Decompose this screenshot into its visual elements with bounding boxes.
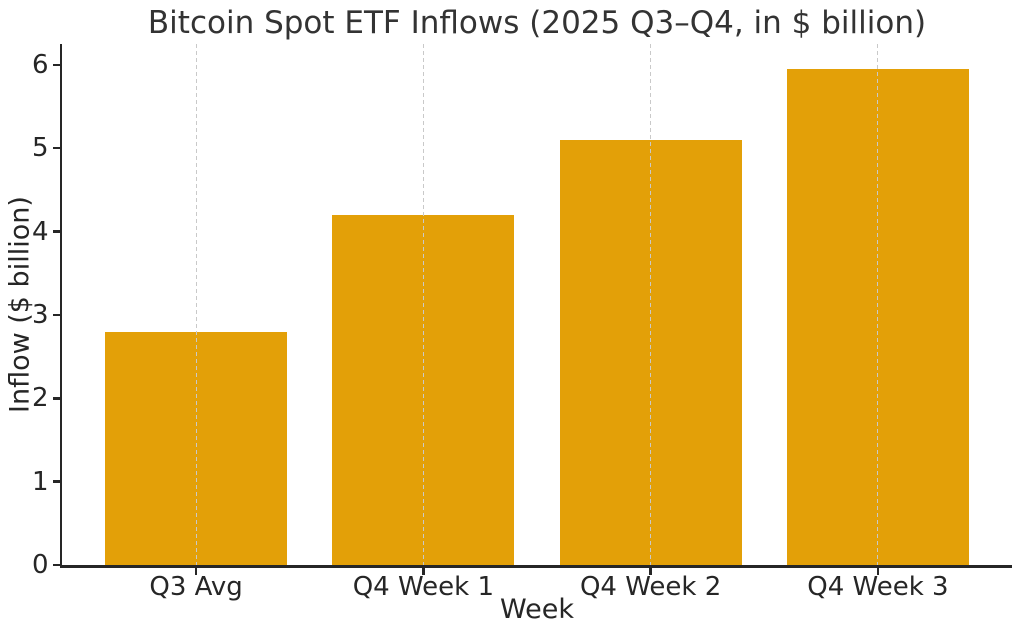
y-tick-label: 0 [31, 550, 49, 580]
y-tick-mark [52, 313, 60, 317]
x-gridline [650, 44, 652, 565]
left-spine [59, 44, 62, 568]
x-tick-mark [876, 567, 880, 575]
y-tick-mark [52, 480, 60, 483]
y-tick-label: 1 [31, 466, 49, 497]
y-tick-label: 3 [31, 299, 49, 330]
x-tick-mark [649, 567, 652, 575]
x-tick-label: Q4 Week 1 [352, 572, 495, 602]
chart-title: Bitcoin Spot ETF Inflows (2025 Q3–Q4, in… [147, 5, 927, 41]
y-tick-mark [52, 230, 60, 233]
y-tick-label: 4 [31, 216, 49, 247]
x-tick-label: Q4 Week 2 [579, 572, 722, 602]
x-gridline [877, 44, 879, 565]
y-tick-mark [52, 63, 60, 67]
bottom-spine [59, 565, 1012, 568]
y-tick-mark [52, 563, 60, 567]
x-tick-label: Q4 Week 3 [807, 572, 949, 602]
y-tick-mark [52, 146, 60, 150]
x-gridline [422, 44, 424, 565]
y-tick-label: 5 [31, 133, 49, 164]
y-tick-label: 2 [31, 383, 49, 414]
y-tick-mark [52, 397, 60, 400]
x-axis-title: Week [500, 594, 574, 625]
x-tick-mark [194, 567, 198, 575]
y-tick-label: 6 [31, 49, 49, 80]
x-tick-label: Q3 Avg [149, 572, 243, 602]
x-gridline [195, 44, 197, 565]
x-tick-mark [422, 567, 425, 575]
